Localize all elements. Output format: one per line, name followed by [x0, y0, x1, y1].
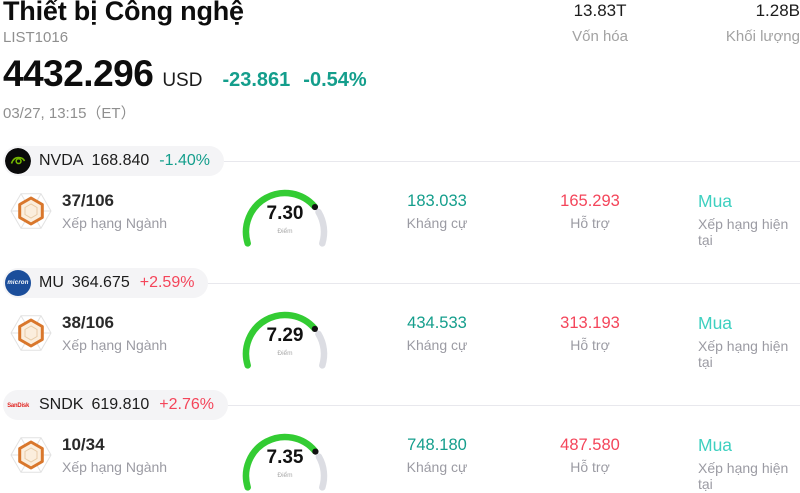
pill-row: NVDA 168.840 -1.40%	[3, 146, 800, 176]
industry-rank-value: 37/106	[62, 191, 114, 210]
stock-change: +2.76%	[159, 396, 215, 413]
industry-rank-badge-icon	[9, 189, 53, 233]
micron-wordmark: micron	[7, 280, 29, 286]
change-amount: -23.861	[222, 69, 291, 91]
rank-text: 37/106 Xếp hạng Ngành	[62, 189, 167, 231]
score-gauge: 7.35 Điểm	[237, 433, 333, 493]
industry-rank-badge-icon	[9, 311, 53, 355]
nvidia-logo	[5, 148, 31, 174]
industry-rank-label: Xếp hạng Ngành	[62, 459, 168, 475]
rating-cell: Mua Xếp hạng hiện tại	[645, 189, 800, 248]
volume-label: Khối lượng	[725, 28, 800, 45]
support-label: Hỗ trợ	[570, 215, 610, 231]
stock-row-mu: micron MU 364.675 +2.59%	[3, 268, 800, 371]
industry-rank-cell: 38/106 Xếp hạng Ngành	[3, 311, 235, 355]
industry-rank-badge-icon	[9, 433, 53, 477]
stock-price: 364.675	[71, 274, 130, 291]
industry-rank-label: Xếp hạng Ngành	[62, 215, 168, 231]
stock-row-nvda: NVDA 168.840 -1.40%	[3, 146, 800, 249]
stock-details: 10/34 Xếp hạng Ngành 7.35 Điểm 748.180 K…	[3, 433, 800, 493]
support-cell: 313.193 Hỗ trợ	[535, 311, 645, 353]
score-value: 7.29	[266, 325, 304, 346]
market-cap-label: Vốn hóa	[572, 28, 628, 45]
stock-pill-nvda[interactable]: NVDA 168.840 -1.40%	[3, 146, 224, 176]
support-cell: 487.580 Hỗ trợ	[535, 433, 645, 475]
rating-cell: Mua Xếp hạng hiện tại	[645, 433, 800, 492]
index-change: -23.861 -0.54%	[222, 60, 366, 100]
rating-value: Mua	[698, 313, 733, 333]
currency-label: USD	[162, 70, 203, 91]
stock-symbol: SNDK	[39, 396, 84, 413]
stock-pill-sndk[interactable]: SanDisk SNDK 619.810 +2.76%	[3, 390, 229, 420]
stock-price: 619.810	[91, 396, 150, 413]
score-unit-label: Điểm	[277, 472, 293, 479]
price-row: 4432.296 USD -23.861 -0.54%	[3, 54, 800, 101]
resistance-label: Kháng cự	[406, 215, 468, 231]
divider-line	[228, 404, 800, 406]
rank-text: 38/106 Xếp hạng Ngành	[62, 311, 167, 353]
resistance-value: 434.533	[407, 314, 467, 332]
index-price: 4432.296	[3, 53, 154, 94]
resistance-cell: 183.033 Kháng cự	[339, 189, 535, 231]
pill-row: SanDisk SNDK 619.810 +2.76%	[3, 390, 800, 420]
industry-rank-cell: 10/34 Xếp hạng Ngành	[3, 433, 235, 477]
industry-rank-cell: 37/106 Xếp hạng Ngành	[3, 189, 235, 233]
support-value: 165.293	[560, 192, 620, 210]
stock-change: +2.59%	[139, 274, 195, 291]
header: Thiết bị Công nghệ LIST1016 4432.296 USD…	[3, 0, 800, 123]
score-value: 7.35	[266, 447, 304, 468]
score-value: 7.30	[266, 203, 304, 224]
resistance-value: 748.180	[407, 436, 467, 454]
resistance-label: Kháng cự	[406, 337, 468, 353]
rating-value: Mua	[698, 191, 733, 211]
divider-line	[208, 282, 800, 284]
score-gauge: 7.29 Điểm	[237, 311, 333, 371]
stock-change: -1.40%	[159, 152, 210, 169]
page-title: Thiết bị Công nghệ	[3, 0, 244, 26]
support-cell: 165.293 Hỗ trợ	[535, 189, 645, 231]
rating-cell: Mua Xếp hạng hiện tại	[645, 311, 800, 370]
rating-label: Xếp hạng hiện tại	[698, 460, 789, 492]
rating-label: Xếp hạng hiện tại	[698, 216, 789, 248]
stock-price: 168.840	[91, 152, 150, 169]
quote-datetime: 03/27, 13:15（ET）	[3, 105, 136, 122]
rank-text: 10/34 Xếp hạng Ngành	[62, 433, 167, 475]
header-stats: 13.83T Vốn hóa 1.28B Khối lượng	[572, 1, 800, 45]
sandisk-wordmark: SanDisk	[7, 401, 29, 409]
support-label: Hỗ trợ	[570, 337, 610, 353]
score-unit-label: Điểm	[277, 228, 293, 235]
micron-logo: micron	[5, 270, 31, 296]
resistance-cell: 434.533 Kháng cự	[339, 311, 535, 353]
industry-rank-value: 38/106	[62, 313, 114, 332]
volume-stat: 1.28B Khối lượng	[720, 1, 800, 45]
stock-details: 37/106 Xếp hạng Ngành 7.30 Điểm 183.033 …	[3, 189, 800, 249]
resistance-label: Kháng cự	[406, 459, 468, 475]
support-value: 487.580	[560, 436, 620, 454]
stock-row-sndk: SanDisk SNDK 619.810 +2.76%	[3, 390, 800, 493]
resistance-value: 183.033	[407, 192, 467, 210]
pill-row: micron MU 364.675 +2.59%	[3, 268, 800, 298]
market-cap-value: 13.83T	[573, 1, 627, 20]
change-percent: -0.54%	[303, 69, 367, 91]
industry-rank-value: 10/34	[62, 435, 105, 454]
sandisk-logo: SanDisk	[5, 392, 31, 418]
rating-label: Xếp hạng hiện tại	[698, 338, 789, 370]
stock-pill-mu[interactable]: micron MU 364.675 +2.59%	[3, 268, 209, 298]
stock-details: 38/106 Xếp hạng Ngành 7.29 Điểm 434.533 …	[3, 311, 800, 371]
industry-rank-label: Xếp hạng Ngành	[62, 337, 168, 353]
stock-symbol: NVDA	[39, 152, 84, 169]
divider-line	[224, 160, 800, 162]
score-gauge: 7.30 Điểm	[237, 189, 333, 249]
score-unit-label: Điểm	[277, 350, 293, 357]
resistance-cell: 748.180 Kháng cự	[339, 433, 535, 475]
stock-list: NVDA 168.840 -1.40%	[3, 146, 800, 493]
stock-symbol: MU	[39, 274, 64, 291]
support-label: Hỗ trợ	[570, 459, 610, 475]
rating-value: Mua	[698, 435, 733, 455]
market-cap-stat: 13.83T Vốn hóa	[572, 1, 628, 45]
support-value: 313.193	[560, 314, 620, 332]
volume-value: 1.28B	[755, 1, 800, 20]
list-id: LIST1016	[3, 29, 69, 46]
